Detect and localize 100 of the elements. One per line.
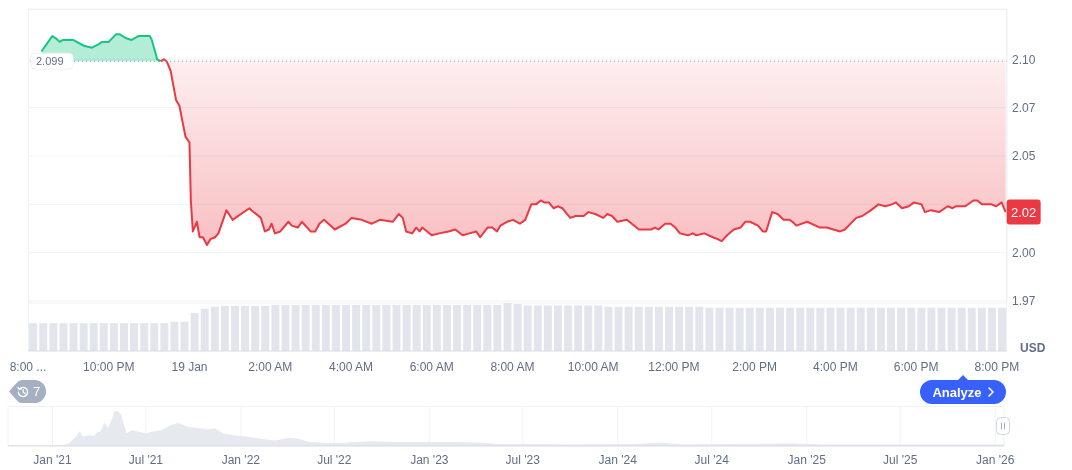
bar <box>977 307 986 351</box>
bar <box>987 307 996 351</box>
x-tick-label: 8:00 ... <box>9 359 47 374</box>
x-tick-label: Jan '25 <box>787 452 827 467</box>
x-tick-label: 6:00 PM <box>893 359 939 374</box>
bar <box>957 307 966 351</box>
y-tick-label: 2.05 <box>1012 149 1036 164</box>
x-tick-label: Jan '22 <box>221 452 261 467</box>
bar <box>150 323 159 351</box>
bar <box>463 304 472 351</box>
annotation: 2.02 <box>1011 204 1037 220</box>
bar <box>140 323 149 351</box>
y-tick-label: 2.10 <box>1012 52 1036 67</box>
bar <box>917 307 926 351</box>
bar <box>119 323 128 351</box>
bar <box>432 304 441 351</box>
bar <box>170 321 179 351</box>
bar <box>553 305 562 351</box>
x-tick-label: Jul '24 <box>694 452 730 467</box>
bar <box>584 305 593 351</box>
bar <box>614 306 623 351</box>
bar <box>856 307 865 351</box>
bar <box>392 304 401 351</box>
y-tick-label: 2.00 <box>1012 245 1036 260</box>
x-tick-label: Jul '22 <box>317 452 352 467</box>
bar <box>846 307 855 351</box>
bar <box>69 323 78 351</box>
bar <box>412 304 421 351</box>
bar <box>998 307 1007 351</box>
x-tick-label: 2:00 PM <box>732 359 778 374</box>
bar <box>331 304 340 351</box>
bar <box>160 323 169 351</box>
bar <box>866 307 875 351</box>
bar <box>826 307 835 351</box>
bar <box>241 305 250 351</box>
bar <box>947 307 956 351</box>
bar <box>685 306 694 351</box>
y-tick-label: 2.07 <box>1012 100 1036 115</box>
bar <box>513 303 522 351</box>
bar <box>755 307 764 351</box>
x-tick-label: 12:00 PM <box>648 359 700 374</box>
bar <box>251 305 260 351</box>
bar <box>301 304 310 351</box>
bar <box>533 305 542 351</box>
bar <box>624 306 633 351</box>
bar <box>321 304 330 351</box>
bar <box>190 313 199 351</box>
y-tick-label: 1.97 <box>1012 294 1036 309</box>
bar <box>130 323 139 351</box>
bar <box>675 306 684 351</box>
bar <box>816 307 825 351</box>
x-tick-label: 10:00 PM <box>83 359 135 374</box>
bar <box>654 306 663 351</box>
x-tick-label: 19 Jan <box>171 359 208 374</box>
bar <box>715 307 724 351</box>
bar <box>109 323 118 351</box>
bar <box>634 306 643 351</box>
x-tick-label: 4:00 AM <box>328 359 373 374</box>
bar <box>604 306 613 351</box>
bar <box>352 304 361 351</box>
bar <box>503 303 512 351</box>
bar <box>442 304 451 351</box>
x-tick-label: 4:00 PM <box>813 359 858 374</box>
bar <box>311 304 320 351</box>
bar <box>99 323 108 351</box>
bar <box>937 307 946 351</box>
x-tick-label: Jul '23 <box>505 452 541 467</box>
bar <box>806 307 815 351</box>
x-tick-label: Jan '24 <box>598 452 638 467</box>
y-axis-title: USD <box>1020 341 1046 355</box>
x-tick-label: 10:00 AM <box>567 359 619 374</box>
bar <box>776 307 785 351</box>
bar <box>210 306 219 351</box>
bar <box>967 307 976 351</box>
bar <box>907 307 916 351</box>
bar <box>402 304 411 351</box>
bar <box>79 323 88 351</box>
x-tick-label: Jan '21 <box>33 452 72 467</box>
x-tick-label: Jan '26 <box>976 452 1015 467</box>
bar <box>897 307 906 351</box>
bar <box>887 307 896 351</box>
bar <box>453 304 462 351</box>
bar <box>765 307 774 351</box>
bar <box>372 304 381 351</box>
bar <box>291 304 300 351</box>
bar <box>231 305 239 351</box>
analyze-button: Analyze <box>920 375 1006 404</box>
bar <box>473 304 482 351</box>
x-tick-label: 6:00 AM <box>409 359 454 374</box>
x-tick-label: 2:00 AM <box>248 359 293 374</box>
bar <box>342 304 351 351</box>
bar <box>745 307 754 351</box>
bar <box>735 307 744 351</box>
bar <box>594 305 603 351</box>
bar <box>200 308 209 351</box>
ref-line-label: 2.099 <box>36 55 64 68</box>
bar <box>271 304 280 351</box>
bar <box>543 305 552 351</box>
bar <box>574 305 583 351</box>
bar <box>49 323 58 351</box>
